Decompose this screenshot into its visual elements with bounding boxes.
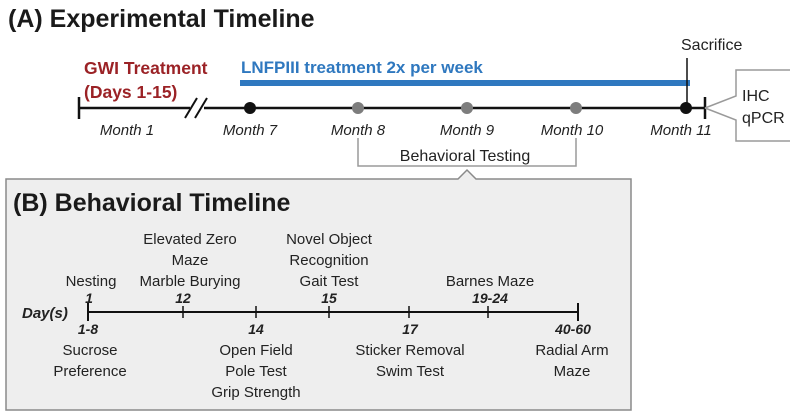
radial-maze-label: Maze: [554, 363, 591, 380]
day-17-label: 17: [402, 321, 419, 337]
recognition-label: Recognition: [289, 252, 368, 269]
endpoint-bracket-bottom: [704, 107, 790, 142]
open-field-label: Open Field: [219, 342, 292, 359]
axis-break-left: [184, 97, 198, 119]
lnfp-treatment-label: LNFPIII treatment 2x per week: [241, 58, 483, 77]
behavioral-testing-label: Behavioral Testing: [400, 148, 530, 165]
sucrose-label: Sucrose: [62, 342, 117, 359]
maze-label: Maze: [172, 252, 209, 269]
month-7-dot: [244, 102, 256, 114]
month-7-label: Month 7: [223, 122, 278, 139]
day-1-8-label: 1-8: [78, 321, 98, 337]
day-1-label: 1: [85, 290, 93, 306]
elevated-zero-label: Elevated Zero: [143, 231, 236, 248]
gwi-days-label: (Days 1-15): [84, 82, 177, 102]
axis-break-right: [194, 97, 208, 119]
lnfp-treatment-bar: [240, 80, 690, 86]
month-10-label: Month 10: [541, 122, 604, 139]
nesting-label: Nesting: [66, 273, 117, 290]
marble-burying-label: Marble Burying: [140, 273, 241, 290]
month-8-dot: [352, 102, 364, 114]
preference-label: Preference: [53, 363, 126, 380]
sticker-removal-label: Sticker Removal: [355, 342, 464, 359]
behavioral-testing-bracket: [357, 138, 577, 167]
grip-strength-label: Grip Strength: [211, 384, 300, 401]
days-axis-label: Day(s): [22, 305, 68, 322]
gwi-treatment-label: GWI Treatment: [84, 58, 208, 78]
day-40-60-label: 40-60: [554, 321, 591, 337]
pole-test-label: Pole Test: [225, 363, 287, 380]
qpcr-label: qPCR: [742, 110, 785, 127]
novel-object-label: Novel Object: [286, 231, 373, 248]
month-11-dot: [680, 102, 692, 114]
day-14-label: 14: [248, 321, 264, 337]
endpoint-bracket-top: [704, 69, 790, 109]
month-8-label: Month 8: [331, 122, 386, 139]
day-15-label: 15: [321, 290, 337, 306]
month-9-label: Month 9: [440, 122, 495, 139]
swim-test-label: Swim Test: [376, 363, 445, 380]
day-19-24-label: 19-24: [472, 290, 508, 306]
sacrifice-label: Sacrifice: [681, 37, 742, 54]
month-10-dot: [570, 102, 582, 114]
section-a-title: (A) Experimental Timeline: [8, 5, 315, 33]
barnes-maze-label: Barnes Maze: [446, 273, 534, 290]
month-11-label: Month 11: [650, 122, 711, 139]
month-9-dot: [461, 102, 473, 114]
month-1-label: Month 1: [100, 122, 154, 139]
behavioral-panel: [5, 168, 632, 411]
gait-test-label: Gait Test: [300, 273, 360, 290]
radial-arm-label: Radial Arm: [535, 342, 608, 359]
section-b-title: (B) Behavioral Timeline: [13, 189, 290, 217]
day-12-label: 12: [175, 290, 191, 306]
ihc-label: IHC: [742, 88, 770, 105]
